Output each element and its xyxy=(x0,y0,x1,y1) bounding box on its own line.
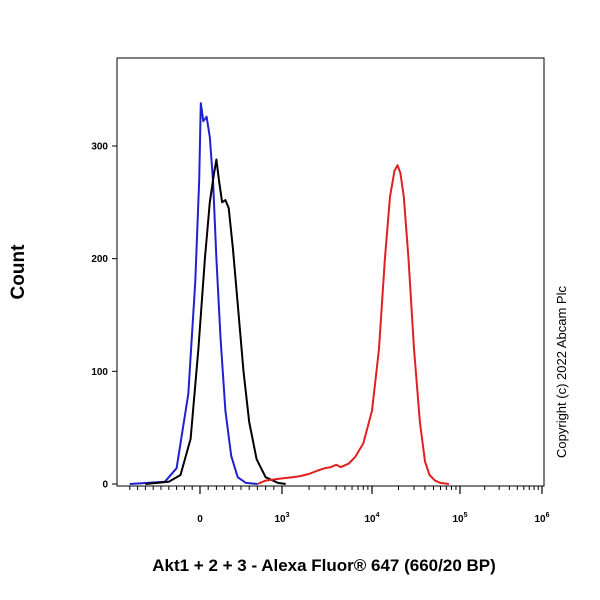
x-axis-label: Akt1 + 2 + 3 - Alexa Fluor® 647 (660/20 … xyxy=(152,556,496,575)
y-axis-label: Count xyxy=(8,244,29,300)
x-tick-label: 105 xyxy=(452,512,467,525)
x-tick-label: 106 xyxy=(534,512,549,525)
y-tick-label: 300 xyxy=(91,142,108,153)
x-tick-label: 104 xyxy=(364,512,379,525)
tick-layer: 0 100 200 300 0 103 104 105 106 xyxy=(91,142,549,526)
plot-frame xyxy=(116,57,545,487)
series-line-1 xyxy=(129,102,258,485)
y-tick-label: 200 xyxy=(91,254,108,265)
series-line-2 xyxy=(145,158,286,485)
series-line-3 xyxy=(257,164,450,485)
y-tick-label: 100 xyxy=(91,367,108,378)
copyright-text: Copyright (c) 2022 Abcam Plc xyxy=(554,286,569,458)
series-layer xyxy=(129,102,450,485)
x-tick-label: 103 xyxy=(274,512,289,525)
y-tick-label: 0 xyxy=(102,480,108,491)
x-tick-label: 0 xyxy=(197,514,203,525)
